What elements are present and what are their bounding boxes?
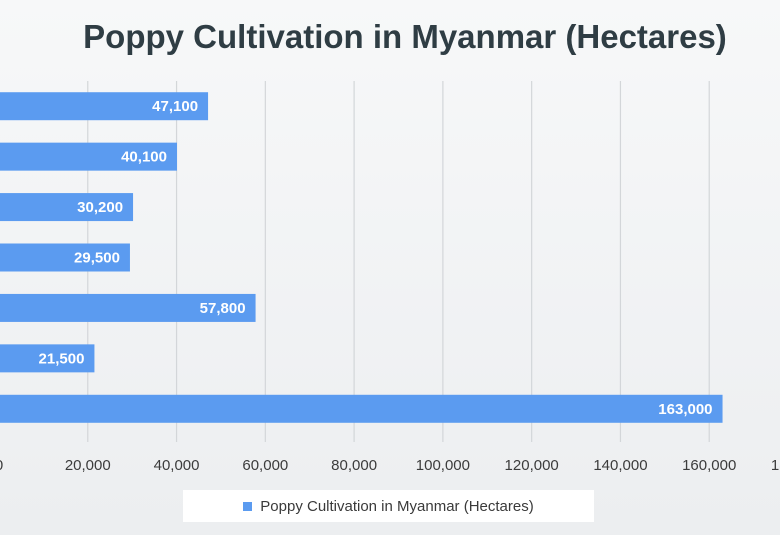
bar-value-label-4: 57,800 [200, 300, 246, 317]
bar-value-label-6: 163,000 [658, 401, 712, 418]
chart-title: Poppy Cultivation in Myanmar (Hectares) [83, 18, 727, 55]
x-tick-label-9: 180,000 [771, 457, 780, 474]
x-tick-label-5: 100,000 [416, 457, 470, 474]
bar-1 [0, 142, 177, 171]
gridlines [87, 81, 710, 442]
bar-3 [0, 243, 130, 272]
x-tick-label-2: 40,000 [154, 457, 200, 474]
bar-6 [0, 394, 723, 423]
bar-2 [0, 193, 134, 222]
x-tick-label-8: 160,000 [682, 457, 736, 474]
bar-4 [0, 293, 256, 322]
x-tick-label-6: 120,000 [505, 457, 559, 474]
bar-0 [0, 92, 209, 121]
bar-value-label-2: 30,200 [77, 199, 123, 216]
bar-value-label-1: 40,100 [121, 149, 167, 166]
bar-5 [0, 344, 95, 373]
x-tick-label-0: 0 [0, 457, 3, 474]
bar-value-label-0: 47,100 [152, 98, 198, 115]
bar-value-label-5: 21,500 [39, 350, 85, 367]
legend-label: Poppy Cultivation in Myanmar (Hectares) [260, 497, 534, 515]
legend: Poppy Cultivation in Myanmar (Hectares) [183, 490, 594, 522]
bar-value-label-3: 29,500 [74, 250, 120, 267]
x-tick-label-1: 20,000 [65, 457, 111, 474]
x-tick-label-3: 60,000 [242, 457, 288, 474]
x-axis-ticks: 0 20,000 40,000 60,000 80,000 100,000 120,000 1… [0, 457, 780, 474]
bars: 47,100 40,100 30,200 29,500 57,800 21,500 163,… [0, 92, 723, 423]
x-tick-label-7: 140,000 [593, 457, 647, 474]
x-tick-label-4: 80,000 [331, 457, 377, 474]
legend-swatch [243, 501, 253, 511]
